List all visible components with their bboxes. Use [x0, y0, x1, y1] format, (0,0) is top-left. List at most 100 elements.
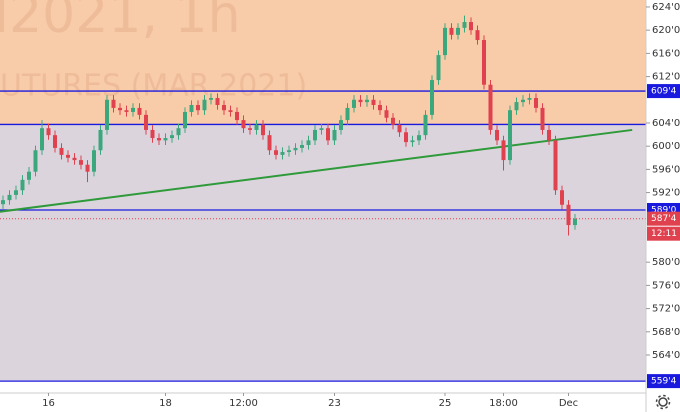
candle-body: [475, 30, 480, 41]
candle-body: [287, 150, 291, 152]
y-tick-label: 568'0: [652, 327, 680, 338]
candle-body: [547, 129, 551, 141]
candle-body: [423, 114, 428, 136]
countdown-label: 12:11: [651, 229, 677, 239]
settings-icon[interactable]: [655, 394, 671, 410]
candle-body: [215, 98, 220, 105]
y-tick-label: 612'0: [652, 72, 680, 83]
candle-body: [436, 55, 441, 81]
candle-body: [202, 99, 207, 111]
candle-body: [280, 151, 285, 155]
candle-body: [131, 107, 135, 112]
candle-body: [527, 98, 532, 100]
candle-body: [150, 129, 155, 139]
x-tick-label: 12:00: [229, 398, 258, 409]
y-tick-label: 572'0: [652, 304, 680, 315]
candle-body: [85, 164, 90, 172]
x-tick-label: Dec: [559, 398, 578, 409]
candle-body: [326, 128, 330, 141]
level-label: 589'0: [651, 205, 677, 215]
candle-body: [14, 190, 18, 195]
candle-body: [501, 140, 506, 161]
candle-body: [163, 138, 168, 141]
candle-body: [53, 135, 57, 148]
candle-body: [345, 107, 350, 121]
candle-body: [222, 104, 226, 111]
x-tick-label: 16: [42, 398, 55, 409]
candle-body: [27, 171, 31, 180]
candle-body: [1, 200, 5, 205]
candle-body: [157, 138, 161, 141]
x-tick-label: 25: [439, 398, 452, 409]
candle-body: [430, 80, 434, 115]
countdown-box: [647, 226, 680, 241]
candle-body: [352, 99, 356, 108]
candle-body: [209, 98, 213, 100]
candle-body: [521, 99, 525, 103]
candle-body: [170, 135, 174, 139]
candle-body: [196, 104, 200, 111]
candle-body: [469, 22, 473, 31]
candle-body: [488, 84, 493, 130]
candle-body: [118, 107, 122, 111]
candle-body: [59, 147, 64, 155]
candle-body: [404, 132, 408, 143]
candle-body: [462, 22, 467, 28]
x-tick-label: 18: [159, 398, 172, 409]
candle-body: [391, 117, 395, 125]
level-label: 609'4: [651, 87, 677, 97]
y-tick-label: 576'0: [652, 280, 680, 291]
watermark: UTURES (MAR 2021): [0, 69, 307, 104]
candle-body: [300, 145, 304, 148]
candle-body: [384, 110, 389, 118]
candle-body: [144, 114, 148, 130]
candle-body: [449, 27, 454, 35]
candle-body: [495, 129, 499, 141]
candle-body: [66, 154, 70, 158]
last-price-box: [647, 211, 680, 226]
candle-body: [261, 124, 265, 136]
candle-body: [7, 194, 12, 201]
y-tick-label: 616'0: [652, 48, 680, 59]
candle-body: [443, 27, 447, 56]
candle-body: [378, 104, 382, 111]
candle-body: [293, 147, 298, 151]
trendline: [0, 128, 633, 213]
plot-area: H2021, 1h UTURES (MAR 2021): [0, 0, 646, 382]
candle-body: [72, 157, 77, 161]
candle-body: [456, 27, 460, 35]
candle-body: [267, 135, 272, 151]
candle-body: [417, 135, 421, 141]
last-price-label: 587'4: [651, 214, 677, 224]
y-tick-label: 620'0: [652, 25, 680, 36]
candle-body: [514, 102, 519, 111]
candle-body: [339, 120, 343, 130]
watermark: H2021, 1h: [0, 0, 241, 45]
candle-body: [20, 179, 25, 191]
x-tick-label: 18:00: [489, 398, 518, 409]
level-label-box: [647, 374, 680, 389]
candle-body: [228, 110, 233, 112]
candle-body: [358, 99, 363, 103]
candle-body: [371, 99, 376, 105]
candle-body: [274, 150, 278, 155]
candle-body: [566, 204, 571, 226]
candle-body: [508, 110, 512, 161]
candle-body: [397, 124, 402, 133]
candle-body: [540, 107, 545, 130]
candle-body: [482, 40, 486, 85]
candle-body: [176, 128, 181, 136]
candle-body: [105, 99, 109, 130]
y-tick-label: 604'0: [652, 118, 680, 129]
candle-body: [137, 107, 142, 115]
candle-body: [98, 129, 103, 151]
candle-body: [254, 124, 259, 130]
candle-body: [306, 140, 311, 146]
candle-body: [241, 120, 246, 129]
candle-body: [79, 160, 83, 165]
candle-body: [183, 111, 187, 129]
y-tick-label: 564'0: [652, 350, 680, 361]
candle-body: [248, 128, 252, 130]
x-tick-label: 23: [328, 398, 341, 409]
